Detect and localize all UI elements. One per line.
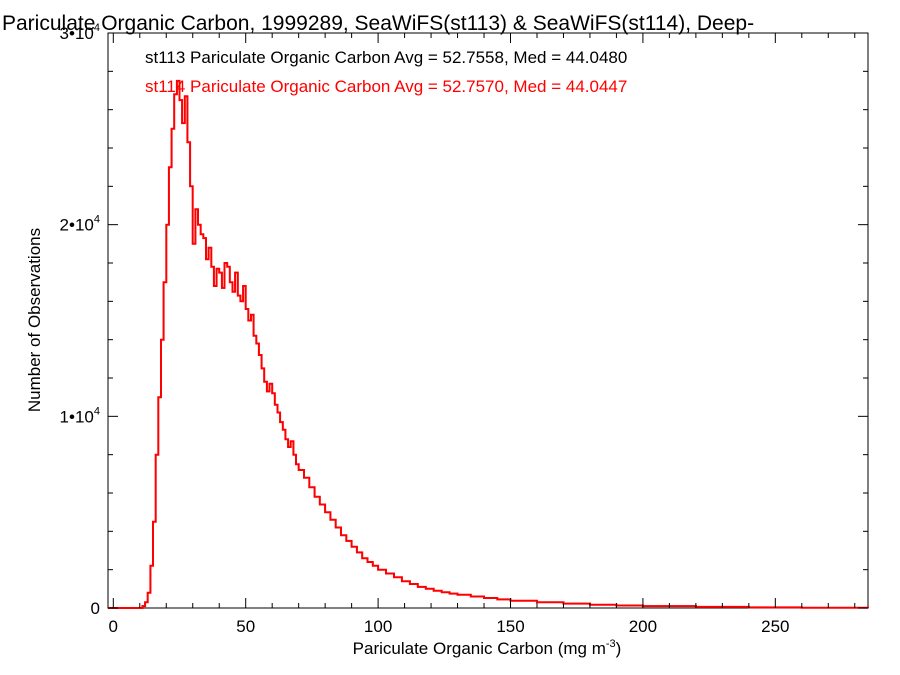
x-axis-label-end: ) xyxy=(616,639,622,658)
y-tick-label: 0 xyxy=(91,599,100,618)
y-tick-label-base: 0 xyxy=(91,599,100,618)
y-tick-label-base: 3•10 xyxy=(60,24,94,43)
x-tick-label: 250 xyxy=(761,617,789,636)
y-tick-label: 2•104 xyxy=(60,214,100,235)
x-tick-label: 0 xyxy=(109,617,118,636)
y-tick-label-base: 1•10 xyxy=(60,407,94,426)
x-axis-label-sup: -3 xyxy=(606,638,616,650)
plot-frame xyxy=(107,32,869,609)
y-axis-label: Number of Observations xyxy=(25,228,44,412)
x-axis-label-main: Pariculate Organic Carbon (mg m xyxy=(353,639,606,658)
y-tick-label-base: 2•10 xyxy=(60,216,94,235)
x-tick-label: 150 xyxy=(496,617,524,636)
y-tick-label-exp: 4 xyxy=(94,214,100,226)
series-line-1 xyxy=(108,79,869,609)
series-layer xyxy=(108,79,869,609)
y-tick-label-exp: 4 xyxy=(94,22,100,34)
x-axis-label: Pariculate Organic Carbon (mg m-3) xyxy=(353,638,622,658)
x-tick-label: 200 xyxy=(629,617,657,636)
plot-border xyxy=(107,32,869,609)
y-tick-label: 3•104 xyxy=(60,22,100,43)
x-tick-label: 100 xyxy=(364,617,392,636)
annotation-st113: st113 Pariculate Organic Carbon Avg = 52… xyxy=(145,48,627,67)
y-tick-label: 1•104 xyxy=(60,405,100,426)
x-tick-label: 50 xyxy=(236,617,255,636)
chart-title: Pariculate Organic Carbon, 1999289, SeaW… xyxy=(2,12,754,35)
series-line-0 xyxy=(108,80,869,609)
y-tick-label-exp: 4 xyxy=(94,405,100,417)
annotation-st114: st114 Pariculate Organic Carbon Avg = 52… xyxy=(145,77,627,96)
